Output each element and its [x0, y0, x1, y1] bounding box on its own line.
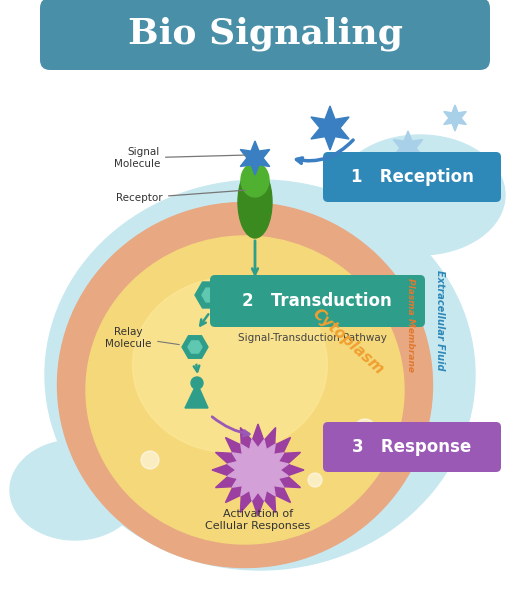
- Text: Extracellular Fluid: Extracellular Fluid: [435, 270, 445, 370]
- Text: Cytoplasm: Cytoplasm: [310, 306, 386, 378]
- Text: 2   Transduction: 2 Transduction: [242, 292, 392, 310]
- Polygon shape: [227, 440, 288, 500]
- Ellipse shape: [45, 180, 475, 570]
- FancyBboxPatch shape: [210, 275, 425, 327]
- Text: Relay
Molecule: Relay Molecule: [105, 327, 151, 349]
- Ellipse shape: [241, 163, 269, 197]
- Ellipse shape: [10, 440, 140, 540]
- Circle shape: [289, 294, 321, 326]
- Text: 1   Reception: 1 Reception: [350, 168, 473, 186]
- FancyBboxPatch shape: [40, 0, 490, 70]
- Text: Signal-Transduction Pathway: Signal-Transduction Pathway: [237, 333, 386, 343]
- Ellipse shape: [335, 135, 505, 255]
- FancyBboxPatch shape: [323, 422, 501, 472]
- Polygon shape: [182, 336, 208, 358]
- Polygon shape: [311, 106, 349, 150]
- Text: Receptor: Receptor: [117, 190, 245, 203]
- Polygon shape: [195, 282, 225, 308]
- Polygon shape: [202, 288, 218, 302]
- Text: 3   Response: 3 Response: [352, 438, 472, 456]
- Polygon shape: [185, 383, 208, 408]
- Circle shape: [308, 473, 322, 487]
- Polygon shape: [393, 131, 423, 165]
- Circle shape: [141, 451, 159, 469]
- Polygon shape: [240, 141, 270, 175]
- Polygon shape: [444, 105, 466, 131]
- Text: Bio Signaling: Bio Signaling: [128, 17, 402, 51]
- Ellipse shape: [57, 202, 432, 568]
- Text: Signal
Molecule: Signal Molecule: [113, 147, 245, 169]
- Circle shape: [191, 377, 203, 389]
- Polygon shape: [188, 341, 202, 353]
- Polygon shape: [212, 424, 304, 516]
- Ellipse shape: [238, 166, 272, 238]
- Circle shape: [354, 419, 376, 441]
- FancyBboxPatch shape: [323, 152, 501, 202]
- Ellipse shape: [132, 277, 328, 452]
- Text: Plasma Membrane: Plasma Membrane: [405, 278, 414, 372]
- Ellipse shape: [86, 236, 404, 544]
- Text: Activation of
Cellular Responses: Activation of Cellular Responses: [206, 509, 311, 531]
